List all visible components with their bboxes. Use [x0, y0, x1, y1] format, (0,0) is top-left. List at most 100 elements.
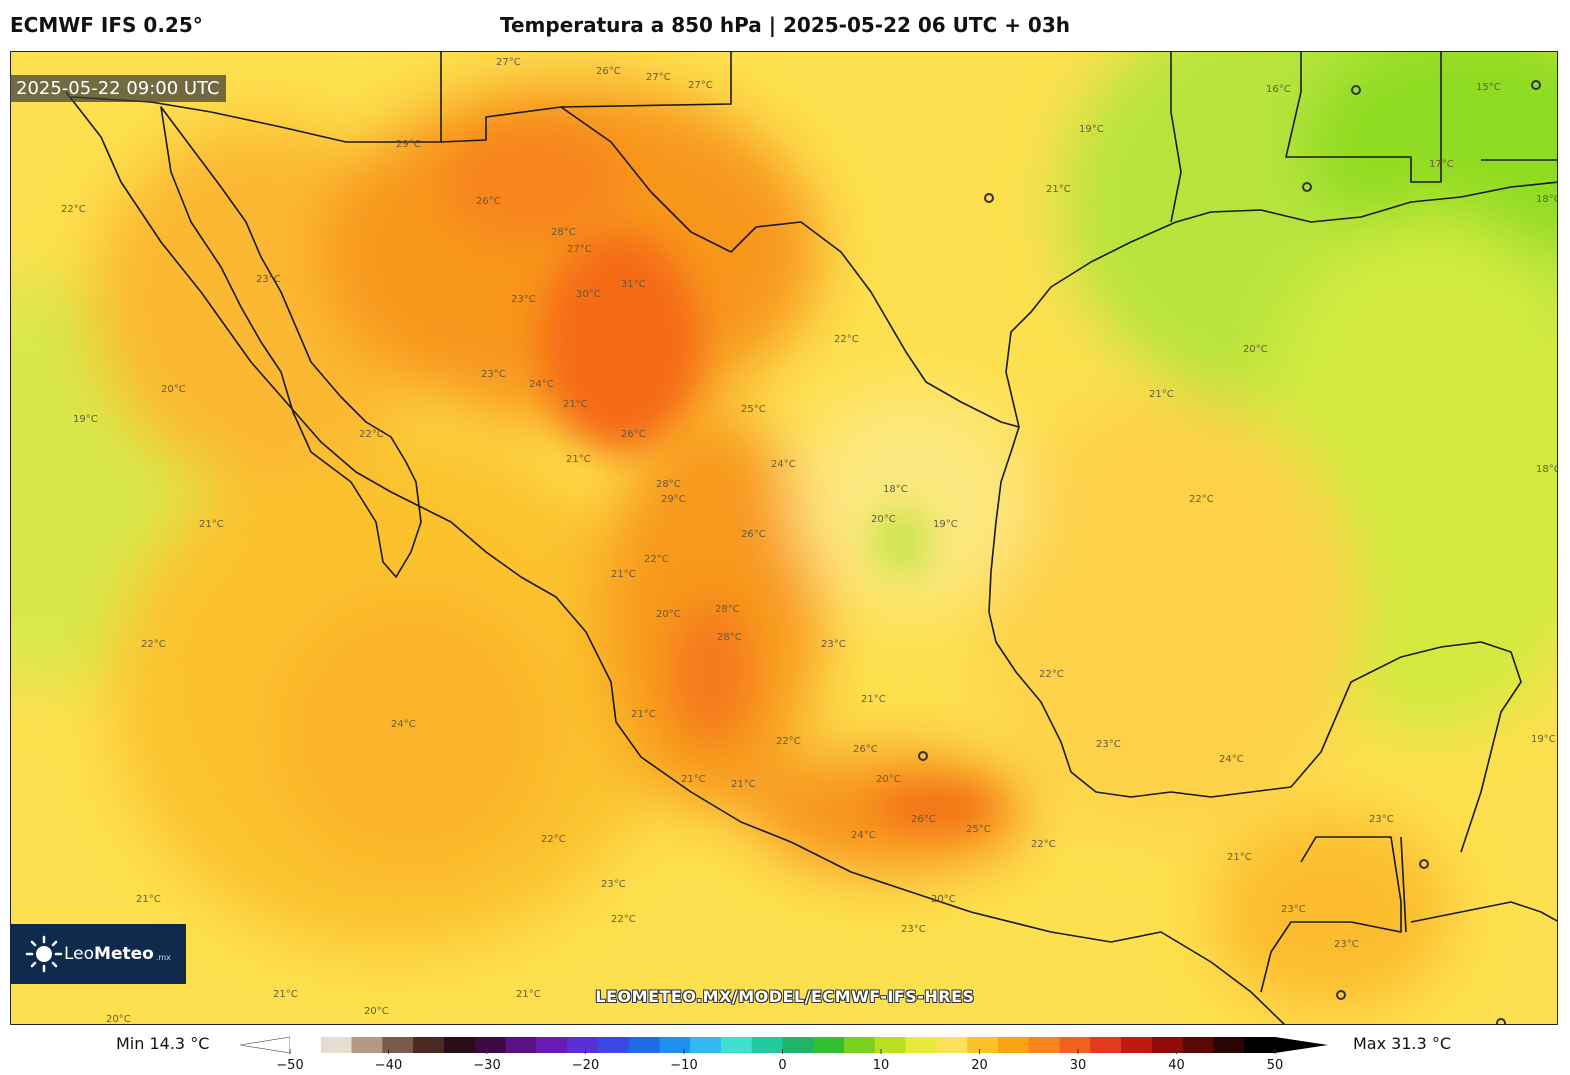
contour-label: 21°C: [631, 709, 656, 720]
contour-label: 20°C: [656, 609, 681, 620]
contour-label: 25°C: [966, 824, 991, 835]
contour-label: 21°C: [1227, 852, 1252, 863]
guatemala-border: [1260, 836, 1402, 993]
contour-label: 19°C: [1079, 124, 1104, 135]
baja-peninsula: [160, 106, 422, 578]
colorbar-tick-label: −40: [374, 1058, 403, 1073]
colorbar-cell: [844, 1037, 876, 1053]
contour-label: 26°C: [596, 66, 621, 77]
contour-label: 20°C: [106, 1014, 131, 1025]
temperature-map[interactable]: 27°C 27°C 26°C 27°C 29°C 26°C 28°C 27°C 22°C 23°C…: [10, 51, 1558, 1025]
contour-label: 28°C: [717, 632, 742, 643]
city-marker: [1336, 990, 1346, 1000]
colorbar-cell: [936, 1037, 968, 1053]
contour-label: 20°C: [931, 894, 956, 905]
belize-border: [1400, 836, 1407, 933]
us-state-line-4: [1285, 52, 1442, 183]
contour-label: 23°C: [1096, 739, 1121, 750]
contour-label: 26°C: [741, 529, 766, 540]
colorbar-cell: [536, 1037, 568, 1053]
contour-label: 20°C: [364, 1006, 389, 1017]
contour-label: 20°C: [161, 384, 186, 395]
contour-label: 24°C: [851, 830, 876, 841]
contour-label: 29°C: [396, 139, 421, 150]
colorbar-tick-label: 40: [1168, 1058, 1185, 1073]
colorbar-cell: [782, 1037, 814, 1053]
logo-tld: .mx: [155, 952, 171, 962]
contour-label: 22°C: [611, 914, 636, 925]
colorbar-tick-label: −10: [670, 1058, 698, 1073]
logo-text: LeoMeteo: [64, 944, 154, 964]
city-marker: [918, 751, 928, 761]
contour-label: 23°C: [821, 639, 846, 650]
contour-label: 23°C: [1281, 904, 1306, 915]
colorbar-tick-label: 20: [971, 1058, 988, 1073]
colorbar-min-arrow: [240, 1036, 291, 1054]
contour-label: 21°C: [136, 894, 161, 905]
colorbar-cell: [967, 1037, 999, 1053]
city-marker: [1302, 182, 1312, 192]
contour-label: 24°C: [391, 719, 416, 730]
contour-labels: 27°C 27°C 26°C 27°C 29°C 26°C 28°C 27°C 22°C 23°C…: [61, 57, 1558, 1025]
chart-title: Temperatura a 850 hPa | 2025-05-22 06 UT…: [499, 13, 1070, 37]
contour-label: 22°C: [61, 204, 86, 215]
min-temperature: Min 14.3 °C: [116, 1034, 210, 1053]
colorbar: [240, 1036, 1328, 1054]
us-state-line-3: [1170, 52, 1182, 223]
field-yucatan: [1211, 812, 1451, 1012]
contour-label: 20°C: [876, 774, 901, 785]
colorbar-cell: [813, 1037, 845, 1053]
colorbar-cell: [1244, 1037, 1276, 1053]
field-pacific-deep: [271, 592, 551, 872]
contour-label: 18°C: [1536, 464, 1558, 475]
colorbar-tick-label: 10: [872, 1058, 890, 1073]
contour-label: 20°C: [871, 514, 896, 525]
contour-label: 22°C: [1031, 839, 1056, 850]
contour-label: 22°C: [1189, 494, 1214, 505]
colorbar-cell: [751, 1037, 784, 1053]
contour-label: 22°C: [644, 554, 669, 565]
contour-label: 27°C: [646, 72, 671, 83]
city-marker: [1496, 1018, 1506, 1024]
contour-label: 23°C: [256, 274, 281, 285]
contour-label: 23°C: [481, 369, 506, 380]
watermark-url[interactable]: LEOMETEO.MX/MODEL/ECMWF-IFS-HRES: [595, 987, 975, 1006]
contour-label: 23°C: [901, 924, 926, 935]
colorbar-cell: [597, 1037, 630, 1053]
colorbar-cell: [905, 1037, 938, 1053]
colorbar-tick-label: −50: [276, 1058, 304, 1073]
contour-label: 23°C: [601, 879, 626, 890]
contour-label: 18°C: [883, 484, 908, 495]
contour-label: 16°C: [1266, 84, 1291, 95]
contour-label: 19°C: [933, 519, 958, 530]
contour-label: 27°C: [688, 80, 713, 91]
field-plateau: [791, 392, 1031, 612]
contour-label: 31°C: [621, 279, 646, 290]
city-marker: [1351, 85, 1361, 95]
colorbar-cell: [1028, 1037, 1061, 1053]
contour-label: 21°C: [199, 519, 224, 530]
contour-label: 24°C: [529, 379, 554, 390]
central-america-coast: [1410, 901, 1557, 923]
temperature-field-core: [441, 122, 996, 829]
contour-label: 25°C: [741, 404, 766, 415]
contour-label: 22°C: [776, 736, 801, 747]
map-canvas: 27°C 27°C 26°C 27°C 29°C 26°C 28°C 27°C 22°C 23°C…: [11, 52, 1558, 1025]
colorbar-cell: [690, 1037, 722, 1053]
contour-label: 26°C: [853, 744, 878, 755]
sun-icon: [25, 935, 63, 973]
colorbar-cell: [1121, 1037, 1153, 1053]
colorbar-cell: [1182, 1037, 1215, 1053]
field-jalisco-hot: [671, 602, 751, 742]
colorbar-cell: [1059, 1037, 1091, 1053]
contour-label: 23°C: [1369, 814, 1394, 825]
field-cool-spot: [871, 507, 931, 577]
coastlines: [65, 52, 1557, 1024]
contour-label: 22°C: [541, 834, 566, 845]
leometeo-logo[interactable]: LeoMeteo .mx: [10, 924, 186, 984]
colorbar-cell: [659, 1037, 691, 1053]
contour-label: 21°C: [566, 454, 591, 465]
contour-label: 24°C: [771, 459, 796, 470]
city-marker: [1419, 859, 1429, 869]
contour-label: 21°C: [681, 774, 706, 785]
